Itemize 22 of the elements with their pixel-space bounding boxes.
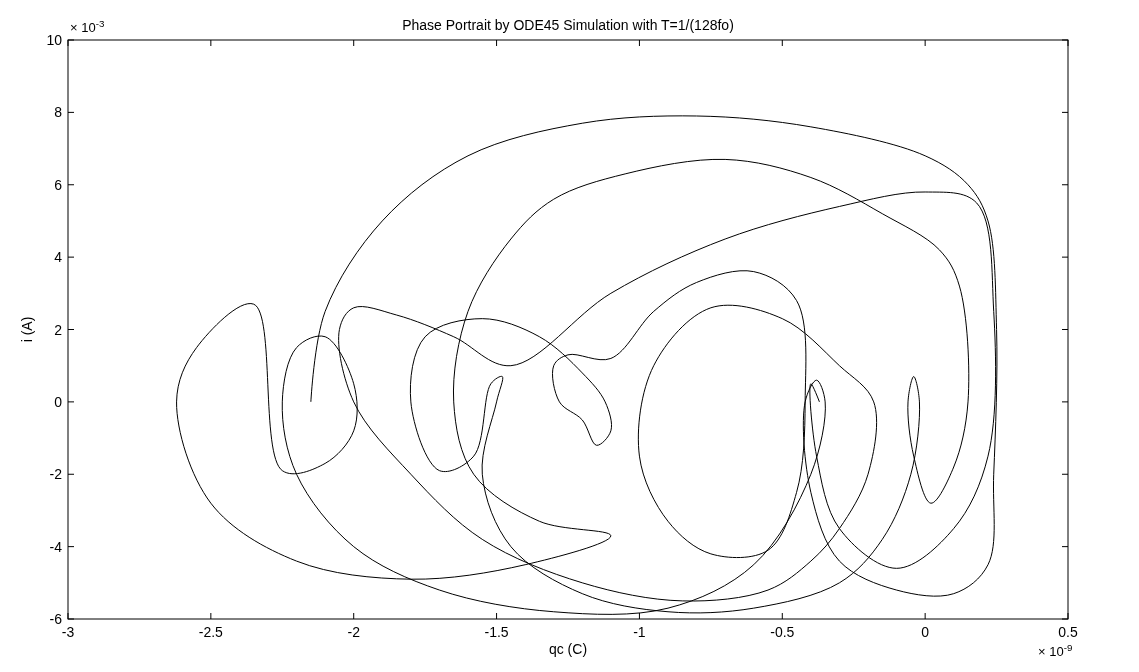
- y-tick-label: 10: [46, 32, 63, 48]
- y-tick-label: 0: [54, 393, 63, 410]
- x-tick-label: -0.5: [770, 624, 795, 640]
- x-tick-label: 0.5: [1058, 624, 1078, 640]
- x-tick-label: -1: [633, 624, 646, 640]
- x-tick-label: -3: [61, 624, 75, 640]
- x-axis-title: qc (C): [548, 641, 588, 657]
- x-tick-label: -2.5: [198, 624, 224, 640]
- y-tick-label: -2: [49, 466, 63, 483]
- x-tick-label: -1.5: [484, 624, 509, 640]
- text: × 10$^{-9}$: [1038, 641, 1073, 659]
- x-tick-label: 0: [921, 624, 930, 640]
- y-tick-label: 2: [54, 321, 63, 338]
- x-tick-label: -2: [347, 624, 361, 640]
- y-tick-label: 8: [54, 104, 63, 121]
- y-tick-label: -6: [49, 611, 63, 627]
- text: × 10$^{-3}$: [70, 17, 105, 35]
- y-tick-label: 6: [54, 176, 63, 193]
- y-tick-label: 4: [54, 249, 63, 266]
- chart-title: Phase Portrait by ODE45 Simulation with T=1/(128fo): [402, 17, 734, 33]
- y-axis-title: i (A): [19, 316, 35, 343]
- y-tick-label: -4: [49, 538, 63, 555]
